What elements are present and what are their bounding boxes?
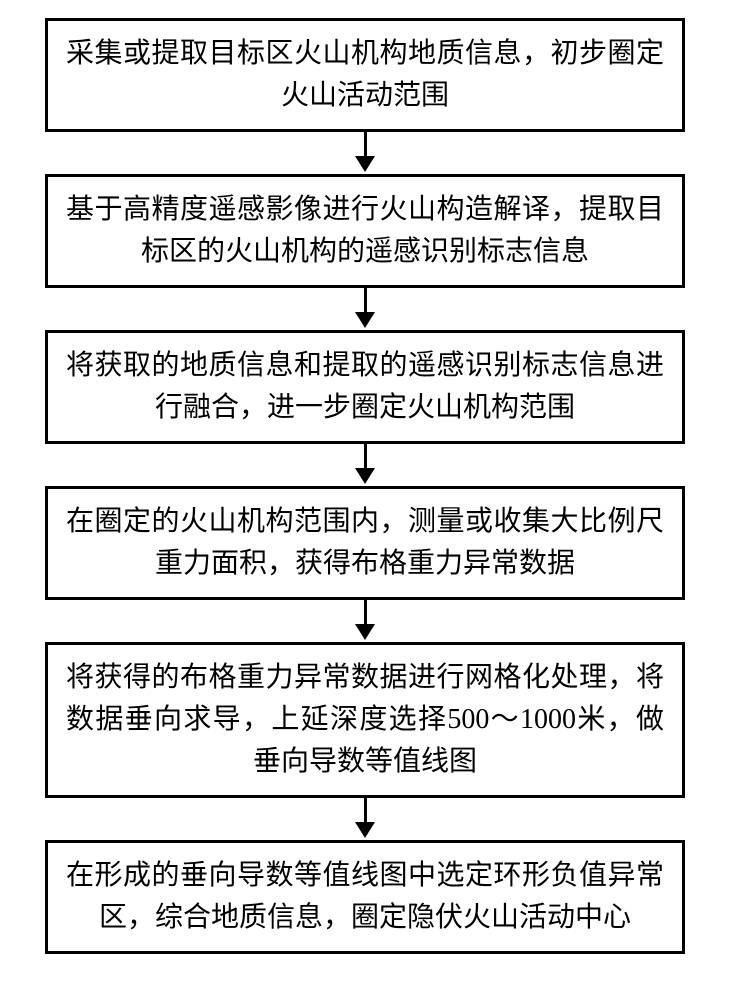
arrow-icon (355, 288, 375, 330)
flow-step-text: 将获取的地质信息和提取的遥感识别标志信息进行融合，进一步圈定火山机构范围 (66, 350, 664, 423)
flow-step-text: 在圈定的火山机构范围内，测量或收集大比例尺重力面积，获得布格重力异常数据 (66, 506, 664, 579)
flow-step-5: 将获得的布格重力异常数据进行网格化处理，将数据垂向求导，上延深度选择500～10… (45, 642, 685, 798)
flow-step-text: 将获得的布格重力异常数据进行网格化处理，将数据垂向求导，上延深度选择500～10… (66, 662, 664, 777)
arrow-icon (355, 132, 375, 174)
flow-step-3: 将获取的地质信息和提取的遥感识别标志信息进行融合，进一步圈定火山机构范围 (45, 330, 685, 444)
arrow-icon (355, 444, 375, 486)
flow-step-text: 在形成的垂向导数等值线图中选定环形负值异常区，综合地质信息，圈定隐伏火山活动中心 (66, 860, 664, 933)
flow-step-text: 基于高精度遥感影像进行火山构造解译，提取目标区的火山机构的遥感识别标志信息 (66, 194, 664, 267)
flow-step-text: 采集或提取目标区火山机构地质信息，初步圈定火山活动范围 (66, 38, 664, 111)
arrow-icon (355, 798, 375, 840)
flow-step-2: 基于高精度遥感影像进行火山构造解译，提取目标区的火山机构的遥感识别标志信息 (45, 174, 685, 288)
arrow-icon (355, 600, 375, 642)
flow-step-6: 在形成的垂向导数等值线图中选定环形负值异常区，综合地质信息，圈定隐伏火山活动中心 (45, 840, 685, 954)
flow-step-1: 采集或提取目标区火山机构地质信息，初步圈定火山活动范围 (45, 18, 685, 132)
flow-step-4: 在圈定的火山机构范围内，测量或收集大比例尺重力面积，获得布格重力异常数据 (45, 486, 685, 600)
